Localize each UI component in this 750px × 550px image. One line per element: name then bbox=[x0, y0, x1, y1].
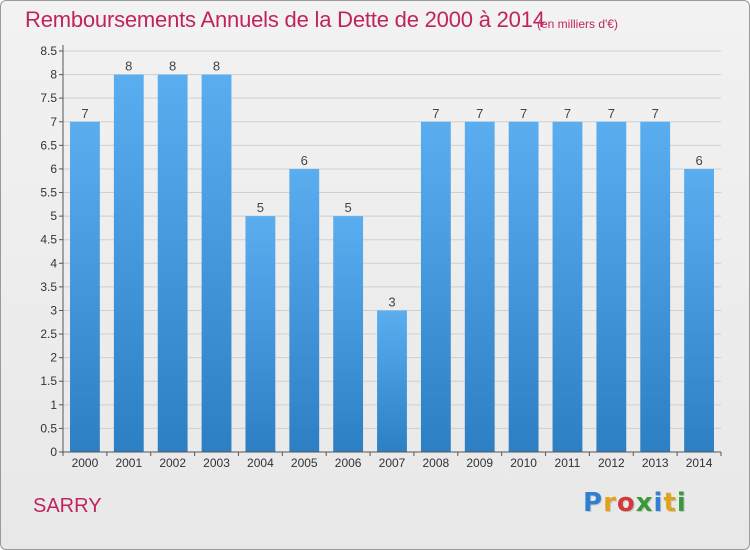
logo-letter: t bbox=[663, 488, 677, 518]
bar bbox=[508, 121, 539, 452]
y-tick-label: 4 bbox=[50, 256, 57, 270]
chart-title: Remboursements Annuels de la Dette de 20… bbox=[25, 7, 545, 32]
y-tick-label: 8 bbox=[50, 68, 57, 82]
data-label: 6 bbox=[695, 153, 702, 168]
x-tick-label: 2005 bbox=[291, 456, 318, 470]
y-tick-label: 3.5 bbox=[40, 280, 57, 294]
data-label: 7 bbox=[608, 106, 615, 121]
x-tick-label: 2001 bbox=[115, 456, 142, 470]
logo-letter: o bbox=[616, 488, 636, 518]
bar bbox=[552, 121, 583, 452]
y-tick-label: 3 bbox=[50, 303, 57, 317]
y-tick-label: 1 bbox=[50, 398, 57, 412]
data-label: 5 bbox=[345, 200, 352, 215]
x-tick-label: 2011 bbox=[555, 456, 581, 470]
data-label: 7 bbox=[81, 106, 88, 121]
x-tick-label: 2014 bbox=[686, 456, 713, 470]
logo-letter: x bbox=[635, 488, 654, 518]
data-label: 8 bbox=[125, 59, 132, 74]
x-tick-label: 2010 bbox=[510, 456, 537, 470]
y-tick-label: 0.5 bbox=[40, 421, 57, 435]
city-name: SARRY bbox=[33, 495, 102, 517]
chart-unit: (en milliers d'€) bbox=[537, 17, 618, 31]
bar bbox=[157, 74, 188, 453]
bar bbox=[201, 74, 232, 453]
bar-layer bbox=[70, 74, 714, 453]
x-tick-label: 2013 bbox=[642, 456, 669, 470]
y-tick-label: 2.5 bbox=[40, 327, 57, 341]
bar bbox=[289, 168, 320, 453]
x-tick-label: 2004 bbox=[247, 456, 274, 470]
bar bbox=[377, 310, 407, 452]
x-tick-label: 2007 bbox=[379, 456, 406, 470]
y-tick-label: 1.5 bbox=[40, 374, 57, 388]
y-tick-label: 8.5 bbox=[40, 44, 57, 58]
axis-layer: 0 0.5 1 1.5 2 2.5 3 3.5 4 4.5 5 5.5 6 6.5 7 7.5 8 8.5 2000… bbox=[40, 44, 722, 470]
data-label: 8 bbox=[169, 59, 176, 74]
y-tick-label: 0 bbox=[50, 445, 57, 459]
x-tick-label: 2009 bbox=[466, 456, 493, 470]
logo-letter: i bbox=[676, 488, 687, 518]
logo-letter: r bbox=[603, 488, 617, 518]
data-label: 7 bbox=[520, 106, 527, 121]
data-label: 6 bbox=[301, 153, 308, 168]
bar bbox=[684, 168, 714, 453]
data-label: 8 bbox=[213, 59, 220, 74]
bar bbox=[464, 121, 495, 452]
bar bbox=[640, 121, 671, 452]
y-tick-label: 5.5 bbox=[40, 186, 57, 200]
logo-letter: i bbox=[653, 488, 664, 518]
logo-letter: P bbox=[583, 488, 604, 518]
x-tick-label: 2000 bbox=[72, 456, 99, 470]
bar bbox=[420, 121, 451, 452]
data-label: 7 bbox=[652, 106, 659, 121]
bar bbox=[596, 121, 627, 452]
y-tick-label: 6 bbox=[50, 162, 57, 176]
bar bbox=[70, 121, 100, 452]
label-layer: 7 8 8 8 5 6 5 3 7 7 7 7 7 7 6 bbox=[81, 59, 702, 310]
y-tick-label: 7 bbox=[50, 115, 57, 129]
y-tick-label: 7.5 bbox=[40, 91, 57, 105]
bar bbox=[245, 216, 276, 452]
data-label: 5 bbox=[257, 200, 264, 215]
y-tick-label: 4.5 bbox=[40, 233, 57, 247]
data-label: 7 bbox=[564, 106, 571, 121]
data-label: 7 bbox=[432, 106, 439, 121]
data-label: 3 bbox=[388, 294, 395, 309]
bar bbox=[113, 74, 144, 453]
proxiti-logo: Proxiti bbox=[583, 488, 687, 518]
bar bbox=[333, 216, 364, 452]
x-tick-label: 2006 bbox=[335, 456, 362, 470]
data-label: 7 bbox=[476, 106, 483, 121]
y-tick-label: 5 bbox=[50, 209, 57, 223]
y-tick-label: 6.5 bbox=[40, 138, 57, 152]
x-tick-label: 2002 bbox=[159, 456, 186, 470]
x-tick-label: 2003 bbox=[203, 456, 230, 470]
y-tick-label: 2 bbox=[50, 351, 57, 365]
x-tick-label: 2012 bbox=[598, 456, 625, 470]
x-tick-label: 2008 bbox=[423, 456, 450, 470]
